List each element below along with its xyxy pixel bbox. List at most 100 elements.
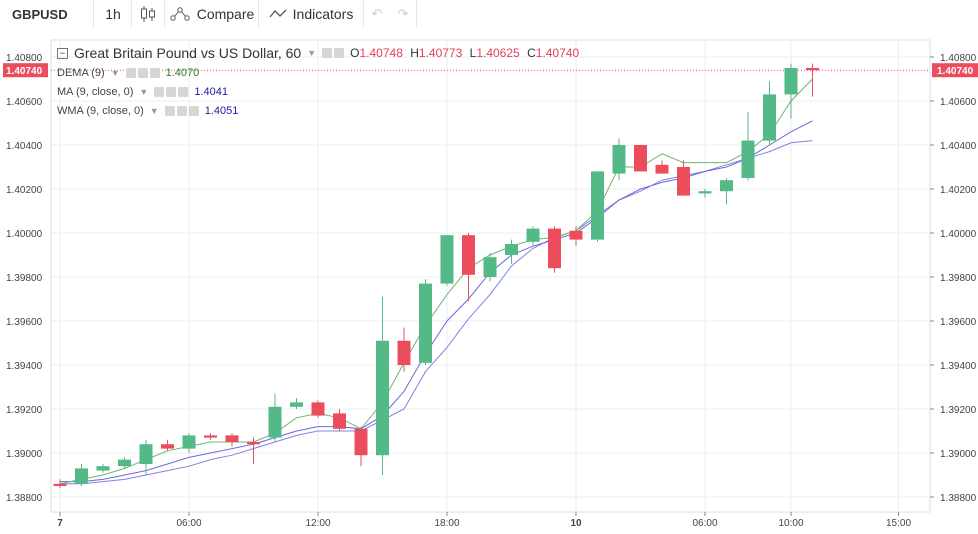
settings-icon[interactable] [154,87,165,97]
x-tick-label: 06:00 [176,518,201,529]
indicator-menu-icon[interactable]: ▼ [110,68,120,78]
price-chart[interactable]: 1.40800 1.40800 1.40600 1.40600 1.40400 1.404… [0,34,978,534]
indicator-controls[interactable] [125,68,160,78]
candle-body [591,171,604,240]
candle-body [204,435,217,438]
x-tick-label: 7 [57,518,63,529]
indicator-name-dema: DEMA (9) [57,67,105,79]
indicator-value-ma: 1.4041 [194,86,228,98]
y-tick-label-left: 1.39800 [6,273,43,284]
x-tick-label: 12:00 [305,518,330,529]
collapse-icon[interactable]: − [57,47,68,59]
chart-style-button[interactable] [132,0,165,28]
undo-button[interactable]: ↶ [364,0,390,28]
close-icon[interactable] [178,87,189,97]
candle-body [333,413,346,429]
candle-body [182,435,196,449]
y-tick-label-left: 1.40400 [6,141,43,152]
settings-icon[interactable] [164,106,175,116]
y-tick-label-left: 1.40200 [6,185,43,196]
chart-area[interactable]: 1.40800 1.40800 1.40600 1.40600 1.40400 1.404… [0,34,978,534]
close-icon[interactable] [149,68,160,78]
indicator-menu-icon[interactable]: ▼ [149,106,159,116]
visibility-icon[interactable] [334,48,345,58]
title-menu-icon[interactable]: ▼ [307,48,317,58]
candle-body [225,435,239,442]
y-tick-label-right: 1.38800 [940,493,977,504]
series-controls[interactable] [322,48,345,58]
legend-title: Great Britain Pound vs US Dollar, 60 [74,45,302,61]
candle-body [75,468,88,484]
candle-body [354,428,368,456]
indicators-label: Indicators [292,6,354,22]
x-tick-label: 18:00 [434,518,459,529]
y-tick-label-left: 1.40800 [6,53,43,64]
last-price-badge-left [3,63,48,78]
settings-icon[interactable] [125,68,136,78]
indicators-icon [269,9,287,18]
interval-label: 1h [105,6,121,22]
candle-body [118,459,131,467]
candle-body [247,442,260,445]
y-tick-label-left: 1.39000 [6,449,43,460]
candle-body [397,340,411,365]
candle-body [139,444,153,464]
indicator-controls[interactable] [154,87,189,97]
y-tick-label-left: 1.39600 [6,317,43,328]
symbol-button[interactable]: GBPUSD [0,0,94,28]
candle-body [677,167,690,196]
indicator-name-ma: MA (9, close, 0) [57,86,134,98]
y-tick-label-right: 1.39400 [940,361,977,372]
candle-body [569,230,583,240]
candle-body [741,140,755,178]
candle-body [376,340,389,456]
symbol-label: GBPUSD [12,6,68,22]
indicator-legend-ma[interactable]: MA (9, close, 0) ▼ 1.4041 [57,86,228,98]
candle-body [462,235,475,275]
candle-body [290,402,303,407]
y-tick-label-right: 1.40600 [940,97,977,108]
indicators-button[interactable]: Indicators [259,0,364,28]
compare-button[interactable]: Compare [165,0,259,28]
close-icon[interactable] [188,106,199,116]
indicator-controls[interactable] [164,106,199,116]
candle-body [720,180,733,192]
candle-body [612,145,626,174]
candle-body [483,257,497,277]
ohlc-high-value: 1.40773 [418,46,463,60]
candle-body [311,402,325,416]
visibility-icon[interactable] [137,68,148,78]
plot-frame [50,39,931,513]
indicator-legend-wma[interactable]: WMA (9, close, 0) ▼ 1.4051 [57,105,238,117]
indicator-value-dema: 1.4070 [165,67,200,79]
indicator-value-wma: 1.4051 [204,105,239,117]
y-tick-label-left: 1.40000 [6,229,43,240]
settings-icon[interactable] [322,48,333,58]
y-tick-label-left: 1.39200 [6,405,43,416]
candle-body [505,244,518,255]
candle-body [548,228,561,269]
redo-button[interactable]: ↷ [390,0,417,28]
undo-icon: ↶ [371,6,383,21]
indicator-name-wma: WMA (9, close, 0) [57,105,144,117]
y-tick-label-right: 1.39200 [940,405,977,416]
candle-body [268,406,282,438]
x-tick-label: 15:00 [886,518,911,529]
x-tick-label: 10:00 [778,518,803,529]
candle-body [763,94,776,141]
indicator-legend-dema[interactable]: DEMA (9) ▼ 1.4070 [57,67,199,79]
last-price-label-right: 1.40740 [937,66,974,77]
ohlc-open-value: 1.40748 [359,46,403,60]
compare-icon [170,7,190,21]
visibility-icon[interactable] [176,106,187,116]
ohlc-close-value: 1.40740 [535,46,580,60]
visibility-icon[interactable] [166,87,177,97]
candle-body [419,283,432,363]
ohlc-low-value: 1.40625 [476,46,520,60]
y-tick-label-left: 1.40600 [6,97,43,108]
indicator-menu-icon[interactable]: ▼ [139,87,149,97]
legend-title-row: − Great Britain Pound vs US Dollar, 60 ▼… [57,45,583,61]
interval-button[interactable]: 1h [95,0,132,28]
ohlc-high-label: H [410,46,419,60]
ohlc-close-label: C [527,46,536,60]
